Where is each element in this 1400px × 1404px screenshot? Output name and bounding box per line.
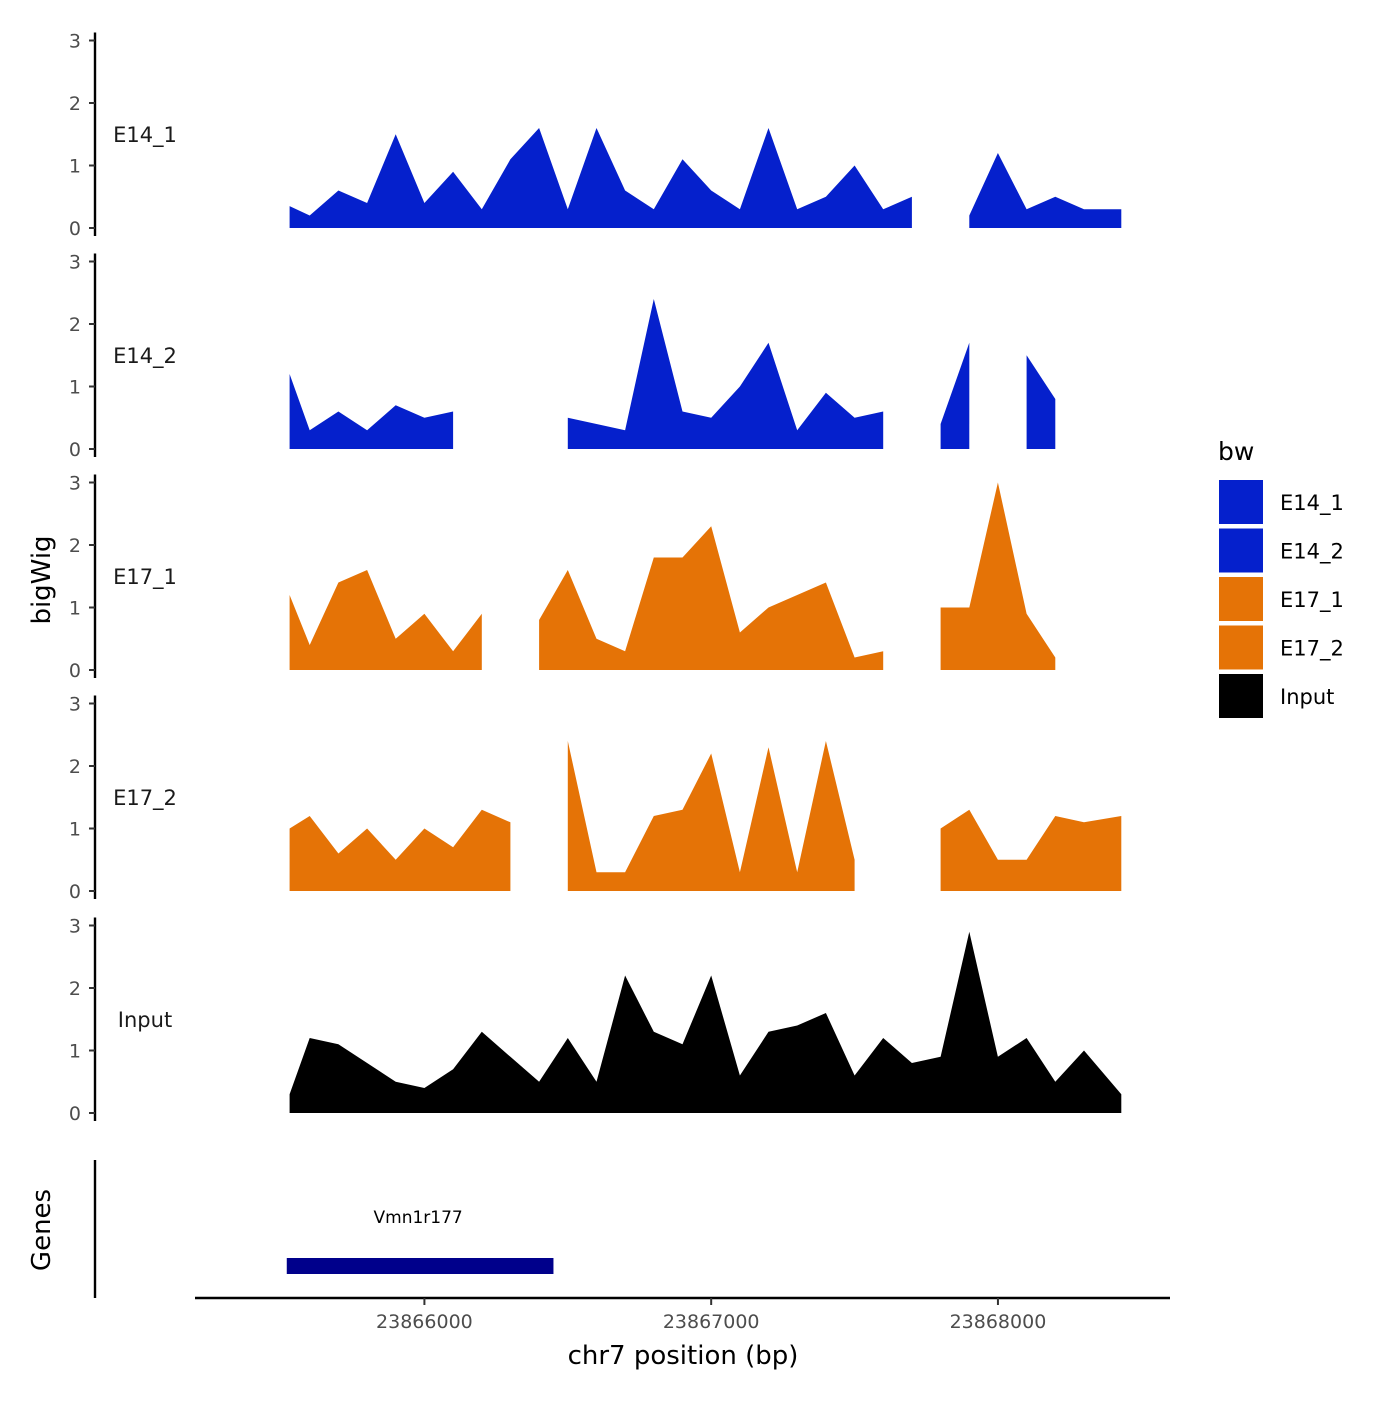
coverage-area (969, 153, 1122, 228)
y-tick-label: 3 (69, 694, 81, 716)
legend-key (1219, 528, 1263, 573)
track-label: E17_1 (113, 565, 177, 590)
coverage-area (940, 342, 970, 449)
y-tick-label: 1 (69, 377, 81, 399)
coverage-area (289, 374, 454, 449)
legend-label: E14_1 (1280, 491, 1344, 516)
y-tick-label: 2 (69, 535, 81, 557)
y-tick-label: 0 (69, 1103, 81, 1125)
coverage-area (1026, 355, 1056, 449)
genes-axis-title: Genes (27, 1189, 57, 1271)
y-tick-label: 2 (69, 756, 81, 778)
x-tick-label: 23866000 (376, 1311, 473, 1333)
track-label: E17_2 (113, 786, 177, 811)
legend-label: Input (1280, 685, 1334, 709)
y-tick-label: 0 (69, 881, 81, 903)
y-axis-title: bigWig (27, 535, 57, 624)
y-tick-label: 1 (69, 598, 81, 620)
track-label: E14_2 (113, 344, 177, 369)
legend-label: E14_2 (1280, 540, 1344, 565)
y-tick-label: 1 (69, 1041, 81, 1063)
legend-label: E17_2 (1280, 637, 1344, 662)
y-tick-label: 0 (69, 660, 81, 682)
coverage-area (567, 741, 855, 891)
y-tick-label: 1 (69, 156, 81, 178)
legend-key (1219, 577, 1263, 621)
gene-body (286, 1258, 554, 1274)
legend-key (1219, 480, 1263, 524)
track-label: E14_1 (113, 123, 177, 148)
x-axis-title: chr7 position (bp) (568, 1341, 799, 1371)
y-tick-label: 3 (69, 916, 81, 938)
coverage-area (289, 809, 511, 891)
legend-label: E17_1 (1280, 588, 1344, 613)
coverage-area (289, 128, 912, 228)
y-tick-label: 3 (69, 473, 81, 495)
legend-key (1219, 625, 1263, 670)
coverage-area (539, 526, 884, 670)
coverage-area (940, 482, 1056, 670)
y-tick-label: 0 (69, 218, 81, 240)
gene-label: Vmn1r177 (374, 1208, 463, 1228)
y-tick-label: 1 (69, 819, 81, 841)
track-label: Input (118, 1008, 172, 1032)
coverage-area (567, 299, 884, 449)
x-tick-label: 23868000 (950, 1311, 1047, 1333)
y-tick-label: 2 (69, 93, 81, 115)
y-tick-label: 0 (69, 439, 81, 461)
y-tick-label: 3 (69, 252, 81, 274)
y-tick-label: 2 (69, 978, 81, 1000)
coverage-area (289, 570, 482, 670)
legend-title: bw (1218, 437, 1254, 466)
legend-key (1219, 674, 1263, 718)
coverage-area (289, 931, 1122, 1113)
y-tick-label: 3 (69, 31, 81, 53)
x-tick-label: 23867000 (663, 1311, 760, 1333)
y-tick-label: 2 (69, 314, 81, 336)
coverage-area (940, 809, 1122, 891)
